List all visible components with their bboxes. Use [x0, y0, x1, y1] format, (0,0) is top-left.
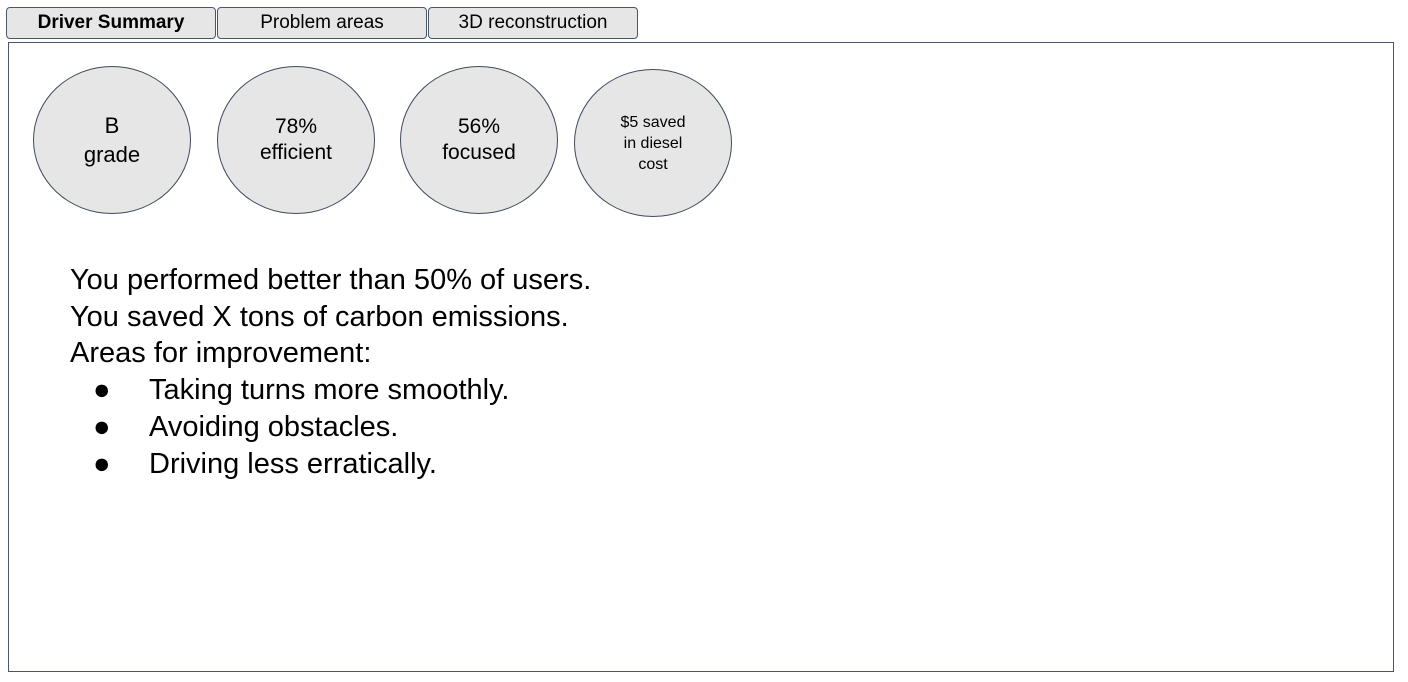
tab-label: 3D reconstruction	[458, 12, 608, 33]
savings-metric-circle: $5 saved in diesel cost	[574, 69, 732, 217]
savings-line-2: in diesel	[623, 134, 683, 152]
grade-metric-circle: B grade	[33, 66, 191, 214]
bullet-icon: ●	[93, 447, 111, 480]
improvement-text: Taking turns more smoothly.	[149, 374, 510, 407]
efficiency-value: 78%	[274, 115, 318, 138]
tab-problem-areas[interactable]: Problem areas	[217, 7, 427, 39]
bullet-icon: ●	[93, 374, 111, 407]
carbon-text: You saved X tons of carbon emissions.	[70, 300, 569, 333]
savings-line-1: $5 saved	[620, 113, 686, 131]
list-item: ● Driving less erratically.	[70, 446, 591, 483]
efficiency-metric-circle: 78% efficient	[217, 66, 375, 214]
efficiency-label: efficient	[260, 141, 332, 164]
list-item: ● Avoiding obstacles.	[70, 409, 591, 446]
tab-driver-summary[interactable]: Driver Summary	[6, 7, 216, 39]
tab-label: Driver Summary	[37, 12, 185, 33]
tab-3d-reconstruction[interactable]: 3D reconstruction	[428, 7, 638, 39]
focus-label: focused	[442, 141, 516, 164]
driver-summary-panel: B grade 78% efficient 56% focused $5 sav…	[8, 42, 1394, 672]
improvement-text: Driving less erratically.	[149, 447, 437, 480]
performance-text: You performed better than 50% of users.	[70, 264, 592, 296]
bullet-icon: ●	[93, 410, 111, 443]
focus-metric-circle: 56% focused	[400, 66, 558, 214]
savings-line-3: cost	[638, 155, 668, 173]
improvement-text: Avoiding obstacles.	[149, 410, 399, 443]
grade-value: B	[104, 113, 120, 138]
improvement-list: ● Taking turns more smoothly. ● Avoiding…	[70, 372, 591, 482]
summary-text: You performed better than 50% of users. …	[70, 262, 591, 482]
tab-label: Problem areas	[260, 12, 384, 33]
focus-value: 56%	[457, 115, 501, 138]
list-item: ● Taking turns more smoothly.	[70, 372, 591, 409]
grade-label: grade	[83, 142, 141, 167]
improvement-heading: Areas for improvement:	[70, 337, 372, 370]
